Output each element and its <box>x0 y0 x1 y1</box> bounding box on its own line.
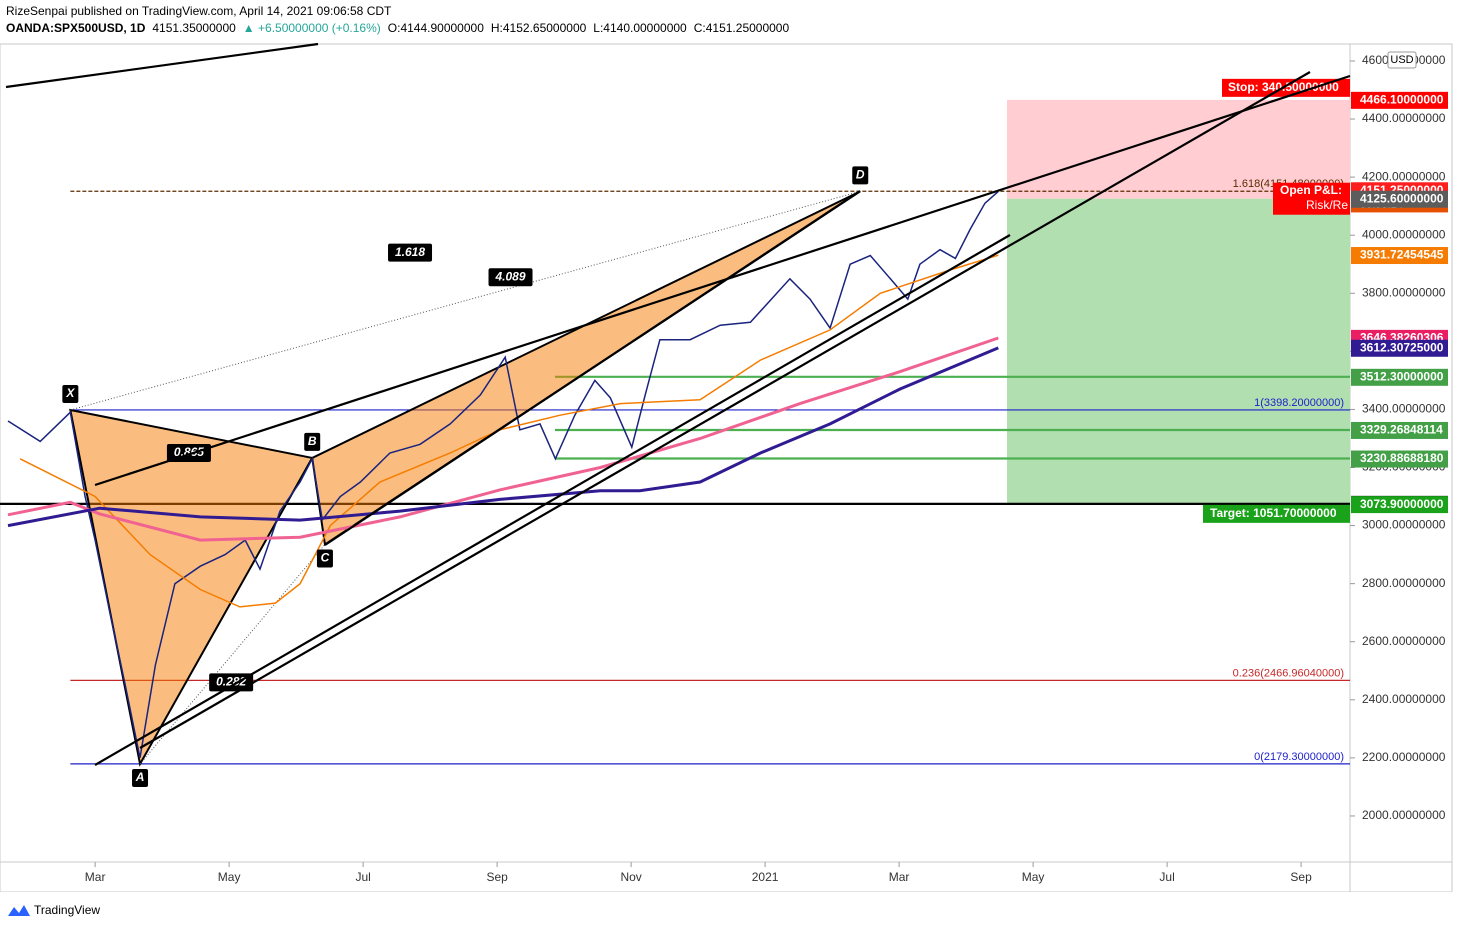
symbol-line: OANDA:SPX500USD, 1D 4151.35000000 ▲ +6.500… <box>6 21 789 35</box>
point-badge <box>62 385 79 404</box>
point-label: D <box>856 168 865 182</box>
x-tick-label: Jul <box>1159 870 1174 884</box>
y-tick-label: 3000.00000000 <box>1362 518 1446 532</box>
price-tag <box>1351 190 1448 208</box>
header-symbol: OANDA:SPX500USD, 1D <box>6 21 146 35</box>
ratio-badge <box>388 243 433 262</box>
level-label: 1(3398.20000000) <box>1254 397 1344 409</box>
point-label: A <box>135 770 145 784</box>
price-tag <box>1351 247 1448 265</box>
point-label: B <box>308 434 317 448</box>
price-tag <box>1351 496 1448 514</box>
header-open: O:4144.90000000 <box>388 21 484 35</box>
price-tag-label: 3230.88688180 <box>1360 451 1444 465</box>
point-badge <box>316 549 333 568</box>
header-change: ▲ +6.50000000 (+0.16%) <box>243 21 381 35</box>
trend-lines <box>5 42 1351 766</box>
series-line <box>7 190 999 759</box>
x-tick-label: Nov <box>620 870 641 884</box>
series-line <box>7 346 999 528</box>
x-tick-label: Jul <box>355 870 370 884</box>
point-label: X <box>65 386 75 400</box>
target-badge <box>1203 504 1350 523</box>
point-badge <box>132 768 149 787</box>
stop-badge <box>1222 78 1350 97</box>
stop-zone <box>1006 99 1350 199</box>
trend-line <box>5 42 319 89</box>
price-tag-label: 4125.60000000 <box>1360 191 1444 205</box>
y-tick-label: 2800.00000000 <box>1362 576 1446 590</box>
risk-label: Risk/Re <box>1306 198 1348 212</box>
header-high: H:4152.65000000 <box>491 21 587 35</box>
ratio-label: 0.282 <box>216 675 246 689</box>
y-tick-label: 4000.00000000 <box>1362 227 1446 241</box>
trend-line <box>324 190 861 546</box>
price-tag-label: 3512.30000000 <box>1360 369 1444 383</box>
y-tick-label: 4400.00000000 <box>1362 111 1446 125</box>
target-label: Target: 1051.70000000 <box>1210 506 1337 520</box>
y-tick-label: 2200.00000000 <box>1362 750 1446 764</box>
currency: USD <box>1390 54 1413 66</box>
x-tick-label: May <box>218 870 241 884</box>
x-tick-label: Mar <box>85 870 106 884</box>
trend-line <box>94 234 1011 766</box>
level-label: 0(2179.30000000) <box>1254 751 1344 763</box>
series-line <box>19 254 999 608</box>
price-tag <box>1351 450 1448 468</box>
point-label: C <box>321 551 330 565</box>
y-tick-label: 3400.00000000 <box>1362 402 1446 416</box>
price-tag <box>1351 339 1448 357</box>
price-tag-label: 3931.72454545 <box>1360 248 1444 262</box>
level-label: 0.236(2466.96040000) <box>1233 667 1344 679</box>
footer: TradingView <box>34 903 100 917</box>
price-tag <box>1351 368 1448 386</box>
pnl-badge <box>1273 182 1350 215</box>
axes: 2000.00000000 2200.00000000 2400.00000000 2… <box>85 53 1448 884</box>
point-badge <box>852 166 869 185</box>
ratio-label: 1.618 <box>395 245 425 259</box>
price-tag-label: 3073.90000000 <box>1360 497 1444 511</box>
logo <box>8 905 30 916</box>
ratio-label: 4.089 <box>495 269 526 283</box>
trend-line <box>139 71 1311 749</box>
x-tick-label: Mar <box>889 870 910 884</box>
header-last: 4151.35000000 <box>152 21 236 35</box>
x-tick-label: Sep <box>486 870 508 884</box>
x-tick-label: 2021 <box>752 870 779 884</box>
ratio-badge <box>209 673 254 692</box>
price-tag-label: 4466.10000000 <box>1360 93 1444 107</box>
ratio-badge <box>488 268 533 287</box>
footer-bar <box>0 892 1459 929</box>
target-zone <box>1006 198 1350 504</box>
y-tick-label: 3800.00000000 <box>1362 285 1446 299</box>
price-tag <box>1351 421 1448 439</box>
y-tick-label: 2400.00000000 <box>1362 692 1446 706</box>
y-tick-label: 4200.00000000 <box>1362 169 1446 183</box>
price-tag <box>1351 91 1448 109</box>
point-badge <box>304 432 321 451</box>
pnl-label: Open P&L: <box>1280 183 1342 197</box>
currency-badge <box>1387 51 1417 69</box>
publisher: RizeSenpai published on TradingView.com,… <box>6 4 392 18</box>
plot: 1.618(4151.48000000)1(3398.20000000)0.23… <box>0 78 1350 787</box>
series-line <box>7 336 999 542</box>
header-close: C:4151.25000000 <box>694 21 790 35</box>
x-tick-label: Sep <box>1290 870 1312 884</box>
trend-line <box>94 74 1351 487</box>
price-tag-label: 3612.30725000 <box>1360 340 1444 354</box>
y-tick-label: 2600.00000000 <box>1362 634 1446 648</box>
price-tag-label: 3329.26848114 <box>1360 423 1443 437</box>
header-low: L:4140.00000000 <box>593 21 687 35</box>
y-tick-label: 2000.00000000 <box>1362 808 1446 822</box>
x-tick-label: May <box>1022 870 1045 884</box>
